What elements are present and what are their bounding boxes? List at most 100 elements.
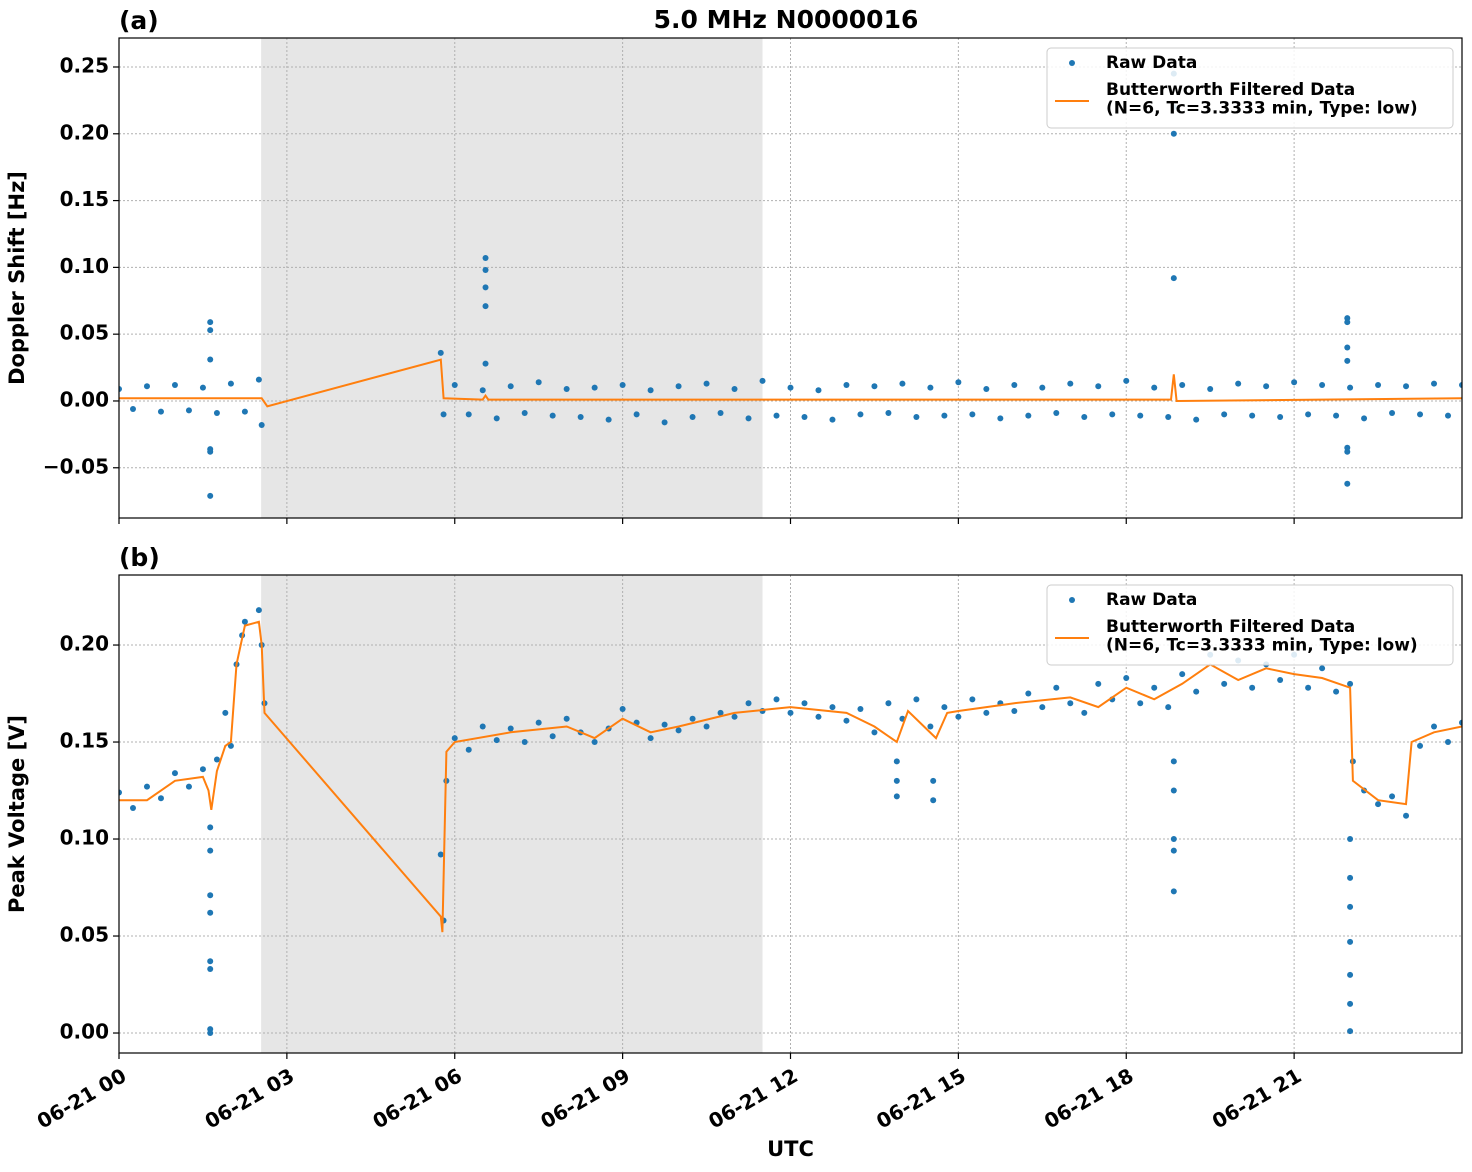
legend-label: Butterworth Filtered Data (N=6, Tc=3.3333… <box>1106 80 1418 119</box>
raw-point <box>199 766 206 773</box>
raw-point <box>829 704 836 711</box>
raw-point <box>255 607 262 614</box>
raw-point <box>871 729 878 736</box>
raw-point <box>1347 1000 1354 1007</box>
raw-point <box>1137 700 1144 707</box>
raw-point <box>1263 383 1270 390</box>
raw-point <box>1347 971 1354 978</box>
raw-point <box>207 492 214 499</box>
raw-point <box>1305 684 1312 691</box>
raw-point <box>1081 709 1088 716</box>
raw-point <box>207 824 214 831</box>
raw-point <box>1067 380 1074 387</box>
x-tick-label: 06-21 03 <box>201 1063 299 1133</box>
raw-point <box>1109 411 1116 418</box>
y-tick-label: 0.20 <box>60 632 109 656</box>
raw-point <box>507 383 514 390</box>
x-tick-label: 06-21 18 <box>1040 1063 1138 1133</box>
raw-point <box>1347 938 1354 945</box>
raw-point <box>1319 381 1326 388</box>
raw-point <box>1053 409 1060 416</box>
raw-point <box>227 742 234 749</box>
y-axis-label: Peak Voltage [V] <box>5 715 29 913</box>
raw-point <box>535 719 542 726</box>
raw-point <box>815 387 822 394</box>
chart-title: 5.0 MHz N0000016 <box>654 5 919 34</box>
raw-point <box>143 783 150 790</box>
raw-point <box>1417 742 1424 749</box>
raw-point <box>157 795 164 802</box>
raw-point <box>479 723 486 730</box>
raw-point <box>647 735 654 742</box>
x-tick-label: 06-21 21 <box>1208 1063 1306 1133</box>
raw-point <box>983 709 990 716</box>
raw-point <box>1235 380 1242 387</box>
raw-point <box>185 783 192 790</box>
y-axis-label: Doppler Shift [Hz] <box>5 171 29 385</box>
raw-point <box>482 303 489 310</box>
raw-point <box>1123 675 1130 682</box>
raw-point <box>1221 680 1228 687</box>
raw-point <box>1277 676 1284 683</box>
raw-point <box>1193 416 1200 423</box>
filtered-line <box>119 620 1462 933</box>
raw-point <box>255 376 262 383</box>
raw-point <box>129 405 136 412</box>
raw-point <box>893 793 900 800</box>
raw-point <box>207 319 214 326</box>
raw-point <box>482 284 489 291</box>
raw-point <box>563 715 570 722</box>
raw-point <box>241 408 248 415</box>
raw-point <box>1025 412 1032 419</box>
raw-point <box>482 360 489 367</box>
raw-point <box>207 356 214 363</box>
raw-point <box>605 416 612 423</box>
raw-point <box>689 715 696 722</box>
raw-point <box>893 777 900 784</box>
y-tick-label: 0.00 <box>60 1020 109 1044</box>
raw-point <box>521 739 528 746</box>
raw-point <box>689 414 696 421</box>
raw-point <box>207 448 214 455</box>
raw-point <box>871 383 878 390</box>
raw-point <box>787 709 794 716</box>
legend-label: Raw Data <box>1106 53 1197 73</box>
raw-point <box>157 408 164 415</box>
axes-frame <box>118 37 1463 519</box>
raw-point <box>1170 130 1177 137</box>
filtered-line <box>119 358 1462 408</box>
raw-point <box>1361 415 1368 422</box>
raw-point <box>1333 412 1340 419</box>
raw-point <box>1431 723 1438 730</box>
raw-point <box>563 385 570 392</box>
raw-point <box>801 414 808 421</box>
raw-point <box>185 407 192 414</box>
raw-point <box>930 797 937 804</box>
legend-box <box>1046 47 1454 129</box>
raw-point <box>1445 739 1452 746</box>
raw-point <box>1347 836 1354 843</box>
raw-point <box>1347 680 1354 687</box>
raw-point <box>171 381 178 388</box>
raw-point <box>1319 665 1326 672</box>
raw-point <box>591 739 598 746</box>
raw-point <box>1344 344 1351 351</box>
raw-point <box>213 409 220 416</box>
raw-point <box>1179 381 1186 388</box>
raw-point <box>731 385 738 392</box>
raw-point <box>857 411 864 418</box>
raw-point <box>1170 275 1177 282</box>
raw-point <box>899 380 906 387</box>
raw-point <box>913 696 920 703</box>
raw-point <box>1179 671 1186 678</box>
x-tick-label: 06-21 15 <box>872 1063 970 1133</box>
raw-point <box>703 723 710 730</box>
raw-point <box>1291 379 1298 386</box>
raw-point <box>941 704 948 711</box>
raw-point <box>1053 684 1060 691</box>
raw-point <box>1344 357 1351 364</box>
raw-point <box>773 696 780 703</box>
raw-point <box>479 387 486 394</box>
plot-area <box>119 575 1462 1053</box>
